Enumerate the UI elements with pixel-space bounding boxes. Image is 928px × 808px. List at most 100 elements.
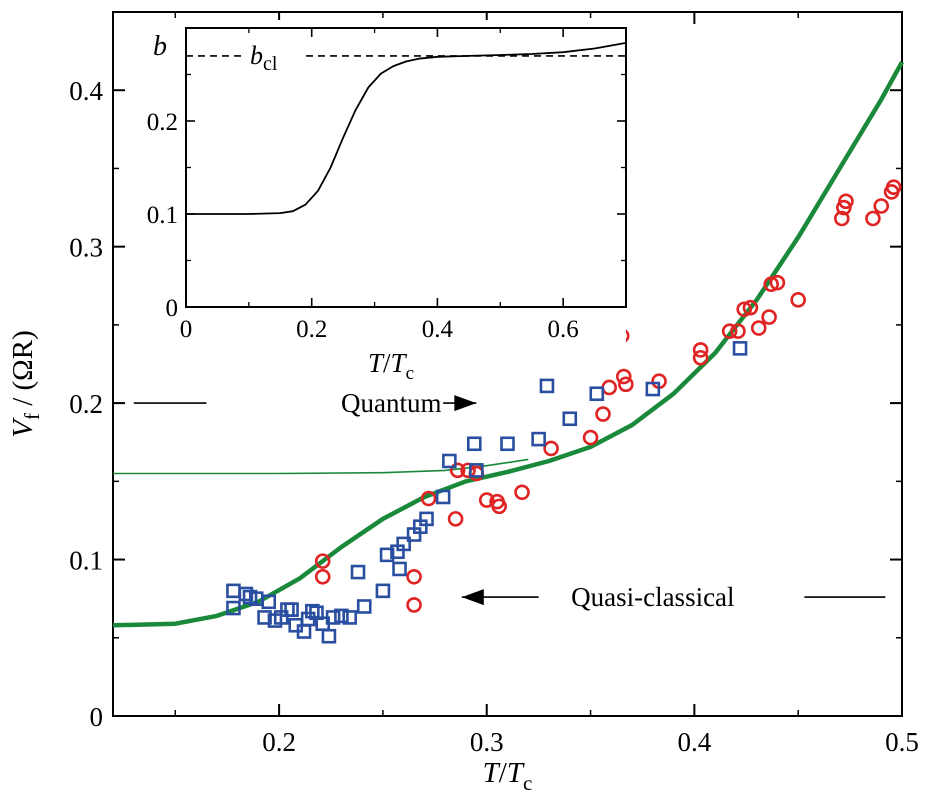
blue-square-point	[732, 341, 748, 356]
red-circle-point	[406, 597, 422, 613]
green-thin-curve	[113, 458, 529, 475]
red-circle-point	[736, 301, 753, 318]
red-circle-point	[478, 492, 495, 508]
red-circle-point	[595, 406, 611, 422]
blue-square-point	[261, 594, 277, 610]
inset-x-axis-label-t: T	[368, 348, 385, 378]
blue-square-point	[562, 411, 578, 427]
x-axis-label-slash: /	[499, 757, 508, 789]
inset-x-tick-label: 0.2	[296, 316, 327, 343]
blue-square-point	[469, 463, 484, 478]
green-theory-curve	[112, 61, 904, 628]
y-tick-label: 0	[90, 702, 104, 732]
red-circle-point	[314, 568, 331, 585]
blue-square-point	[466, 436, 482, 452]
blue-square-point	[257, 610, 272, 625]
y-tick-label: 0.4	[69, 76, 103, 106]
red-circle-point	[790, 292, 806, 308]
y-axis-label: Vf / (ΩR)	[7, 330, 44, 438]
red-circle-point	[543, 440, 559, 457]
inset-y-axis-label: b	[153, 31, 167, 62]
inset-x-axis-label: T/Tc	[368, 348, 414, 384]
quasi-classical-label: Quasi-classical	[571, 582, 734, 612]
x-axis-label-sub: c	[523, 771, 532, 795]
bcl-label: bcl	[250, 41, 278, 75]
y-tick-label: 0.1	[69, 546, 103, 576]
blue-square-point	[226, 583, 241, 599]
y-axis-label-rest: / (ΩR)	[7, 330, 39, 413]
x-tick-label: 0.2	[262, 727, 296, 757]
red-circle-point	[449, 462, 466, 479]
bcl-label-sub: cl	[263, 53, 278, 75]
red-circle-point	[721, 323, 738, 339]
red-circle-point	[314, 553, 331, 569]
x-tick-label: 0.5	[885, 727, 919, 757]
red-circle-point	[582, 429, 599, 446]
blue-square-point	[531, 431, 546, 447]
red-circle-point	[491, 498, 507, 515]
blue-square-point	[392, 561, 407, 577]
red-circle-point	[730, 323, 746, 339]
inset-b-curve	[186, 42, 627, 215]
y-axis-label-sub: f	[20, 413, 44, 420]
blue-square-point	[325, 610, 341, 625]
blue-square-point	[435, 489, 451, 505]
inset-x-axis-label-tc: T	[391, 348, 408, 378]
red-circle-point	[615, 368, 632, 385]
inset-x-tick-label: 0.6	[548, 316, 579, 343]
red-circle-point	[692, 349, 709, 366]
blue-square-point	[379, 547, 395, 563]
inset-x-tick-label: 0.4	[422, 316, 454, 343]
blue-square-point	[589, 386, 605, 402]
red-circle-point	[833, 210, 850, 227]
red-circle-point	[601, 379, 618, 396]
red-circle-point	[460, 462, 476, 479]
x-axis-label-tc: T	[507, 757, 525, 789]
blue-square-point	[342, 610, 358, 625]
blue-square-point	[305, 603, 320, 619]
blue-square-point	[645, 381, 661, 397]
red-circle-point	[838, 193, 854, 210]
red-circle-point	[447, 511, 464, 527]
red-circle-point	[692, 342, 709, 358]
inset-background	[186, 20, 626, 346]
blue-square-point	[226, 600, 241, 616]
blue-square-point	[375, 583, 391, 599]
inset-plot: 0 0.2 0.4 0.600.10.2T/Tcb bcl	[147, 20, 627, 384]
blue-square-point	[500, 436, 515, 452]
quantum-label: Quantum	[341, 388, 442, 418]
inset-y-tick-label: 0.1	[147, 202, 178, 229]
red-circle-point	[885, 179, 902, 196]
blue-square-point	[419, 511, 434, 527]
red-circle-point	[769, 274, 786, 291]
x-axis-label-t: T	[483, 757, 501, 789]
red-circle-point	[763, 276, 779, 293]
blue-square-point	[356, 599, 372, 614]
blue-square-point	[396, 536, 411, 552]
inset-y-tick-label: 0	[166, 295, 179, 322]
y-tick-label: 0.2	[69, 389, 103, 419]
y-tick-label: 0.3	[69, 233, 103, 263]
blue-square-point	[539, 378, 555, 394]
red-circle-point	[420, 490, 437, 507]
x-tick-label: 0.4	[677, 727, 711, 757]
red-circle-point	[750, 320, 767, 336]
x-axis-label: T/Tc	[483, 757, 533, 795]
quasi-classical-arrow-head	[461, 589, 484, 606]
inset-x-tick-label: 0	[180, 316, 193, 343]
y-axis-label-v: V	[7, 417, 39, 438]
red-circle-point	[406, 568, 422, 585]
plot-frame	[112, 11, 903, 717]
inset-x-axis-label-slash: /	[383, 348, 391, 378]
blue-square-point	[321, 628, 337, 644]
x-tick-label: 0.3	[470, 727, 504, 757]
red-circle-point	[514, 484, 530, 501]
blue-square-point	[350, 564, 366, 580]
blue-square-point	[284, 602, 299, 617]
blue-square-point	[334, 608, 349, 624]
blue-square-point	[442, 453, 457, 469]
inset-x-axis-label-sub: c	[406, 363, 414, 384]
red-circle-point	[873, 198, 890, 214]
